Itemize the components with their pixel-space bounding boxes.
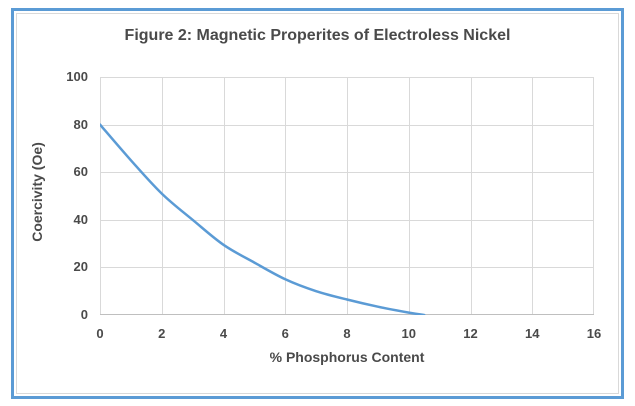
plot-area: [100, 77, 594, 315]
x-tick-label: 16: [586, 326, 602, 341]
x-tick-label: 8: [343, 326, 351, 341]
x-tick-label: 12: [463, 326, 478, 341]
y-tick-label: 60: [73, 164, 88, 180]
x-axis-title: % Phosphorus Content: [269, 349, 425, 365]
chart-area-border: [16, 13, 619, 394]
y-tick-label: 0: [80, 307, 88, 322]
chart-frame-border: [11, 8, 624, 399]
y-tick-label: 100: [66, 69, 88, 84]
y-tick-label: 80: [73, 116, 88, 132]
x-tick-label: 6: [281, 326, 289, 341]
chart-title: Figure 2: Magnetic Properites of Electro…: [124, 27, 511, 44]
y-axis-title: Coercivity (Oe): [29, 142, 45, 242]
x-tick-label: 2: [158, 326, 166, 341]
x-tick-label: 14: [525, 326, 540, 341]
x-tick-label: 10: [401, 326, 416, 341]
y-tick-label: 40: [73, 211, 88, 227]
x-tick-label: 0: [96, 326, 104, 341]
x-tick-label: 4: [219, 326, 228, 341]
series-line: [100, 123, 426, 315]
y-tick-label: 20: [73, 259, 88, 275]
